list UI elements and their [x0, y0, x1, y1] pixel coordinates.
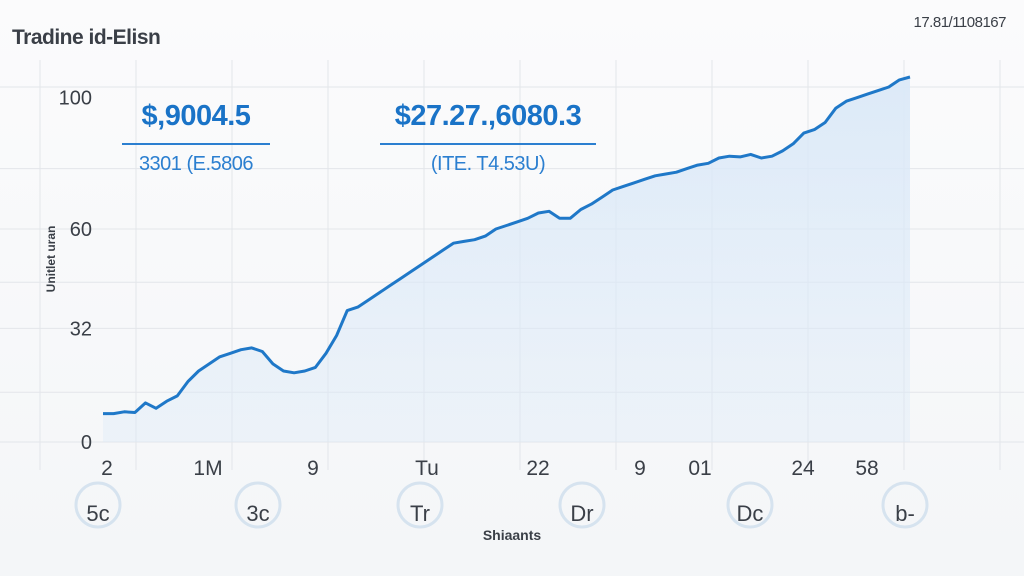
x-tick-badge — [558, 481, 606, 529]
stat-divider — [122, 143, 270, 145]
x-tick-label: 9 — [307, 457, 319, 480]
x-tick-label: Tu — [415, 457, 439, 480]
y-tick-label: 60 — [70, 219, 92, 241]
stat-value: $27.27.,6080.3 — [394, 100, 582, 132]
corner-readout: 17.81/1108167 — [913, 14, 1007, 31]
stat-card-1: $,9004.5 3301 (E.5806 — [122, 100, 270, 176]
x-tick-badge — [234, 481, 282, 529]
x-tick-label-lower: 3c — [246, 501, 269, 526]
y-axis-label: Unitlet uran — [44, 225, 58, 293]
stat-value: $,9004.5 — [141, 100, 251, 132]
chart-title: Tradine id-Elisn — [12, 26, 161, 49]
x-tick-label: 58 — [855, 457, 878, 480]
x-tick-label: 24 — [791, 457, 815, 480]
x-tick-label: 9 — [634, 457, 646, 480]
stat-divider — [380, 143, 596, 145]
x-tick-label: 2 — [101, 457, 113, 480]
x-tick-badge — [74, 481, 122, 529]
stat-sub: (ITE. T4.53U) — [430, 153, 546, 175]
y-tick-label: 100 — [59, 88, 92, 110]
stat-card-2: $27.27.,6080.3 (ITE. T4.53U) — [380, 100, 596, 176]
x-tick-label: 1M — [193, 457, 222, 480]
y-tick-label: 32 — [70, 318, 92, 340]
stat-sub: 3301 (E.5806 — [138, 153, 254, 175]
x-tick-label-lower: Dc — [737, 501, 764, 526]
x-axis-label: Shiaants — [482, 527, 542, 543]
series-line — [103, 75, 911, 416]
x-tick-label-lower: Dr — [570, 501, 593, 526]
x-tick-label-lower: Tr — [410, 501, 430, 526]
x-tick-badge — [396, 481, 444, 529]
series-area — [103, 77, 910, 442]
x-tick-label: 22 — [526, 457, 549, 480]
x-tick-badge — [726, 481, 774, 529]
x-tick-label-lower: b- — [895, 501, 915, 526]
y-tick-label: 0 — [81, 432, 92, 454]
x-tick-label: 01 — [688, 457, 711, 480]
x-tick-badge — [881, 481, 929, 529]
x-tick-label-lower: 5c — [86, 501, 109, 526]
